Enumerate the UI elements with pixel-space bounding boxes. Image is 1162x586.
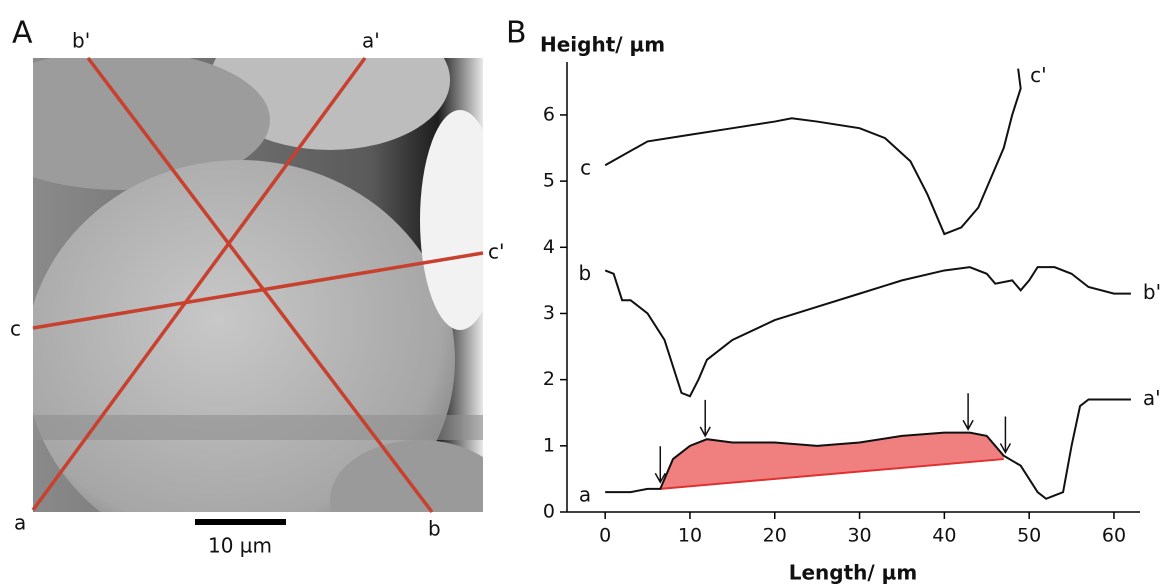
arrow bbox=[962, 393, 974, 431]
x-tick-label: 20 bbox=[763, 525, 787, 547]
y-tick-label: 0 bbox=[543, 501, 555, 523]
profile-lines bbox=[31, 56, 484, 514]
y-tick-label: 1 bbox=[543, 434, 555, 456]
line-label: a' bbox=[362, 29, 380, 53]
x-axis-title: Length/ µm bbox=[789, 561, 918, 585]
y-tick-label: 2 bbox=[543, 368, 555, 390]
y-tick-label: 3 bbox=[543, 302, 555, 324]
series-end-label: c' bbox=[1030, 63, 1047, 87]
x-tick-label: 10 bbox=[678, 525, 702, 547]
shaded-area bbox=[660, 432, 1004, 489]
baseline bbox=[660, 458, 1004, 490]
scale-bar-label: 10 µm bbox=[208, 534, 272, 558]
series-start-label: b bbox=[578, 261, 591, 285]
line-label: b bbox=[428, 517, 441, 541]
profile-line bbox=[605, 398, 1131, 500]
y-axis-title: Height/ µm bbox=[540, 33, 665, 57]
afm-image bbox=[33, 58, 483, 512]
y-tick-label: 6 bbox=[543, 103, 555, 125]
line-label: c bbox=[10, 317, 21, 341]
y-tick-label: 5 bbox=[543, 170, 555, 192]
line-label: a bbox=[14, 511, 26, 535]
profile-line bbox=[604, 266, 1131, 398]
line-label: c' bbox=[488, 240, 505, 264]
profile-line bbox=[604, 68, 1022, 236]
x-tick-label: 30 bbox=[847, 525, 871, 547]
arrow bbox=[999, 416, 1012, 454]
x-tick-label: 0 bbox=[599, 525, 611, 547]
x-tick-label: 60 bbox=[1102, 525, 1126, 547]
line-label: b' bbox=[72, 29, 90, 53]
x-tick-label: 40 bbox=[932, 525, 956, 547]
panel-label: A bbox=[12, 16, 33, 51]
series-end-label: b' bbox=[1143, 280, 1161, 304]
arrow bbox=[699, 399, 711, 438]
y-tick-label: 4 bbox=[543, 236, 555, 258]
panel-label: B bbox=[506, 16, 527, 51]
series-start-label: c bbox=[580, 156, 591, 180]
series-end-label: a' bbox=[1143, 386, 1161, 410]
arrow bbox=[654, 446, 666, 484]
series-start-label: a bbox=[579, 483, 591, 507]
x-tick-label: 50 bbox=[1017, 525, 1041, 547]
